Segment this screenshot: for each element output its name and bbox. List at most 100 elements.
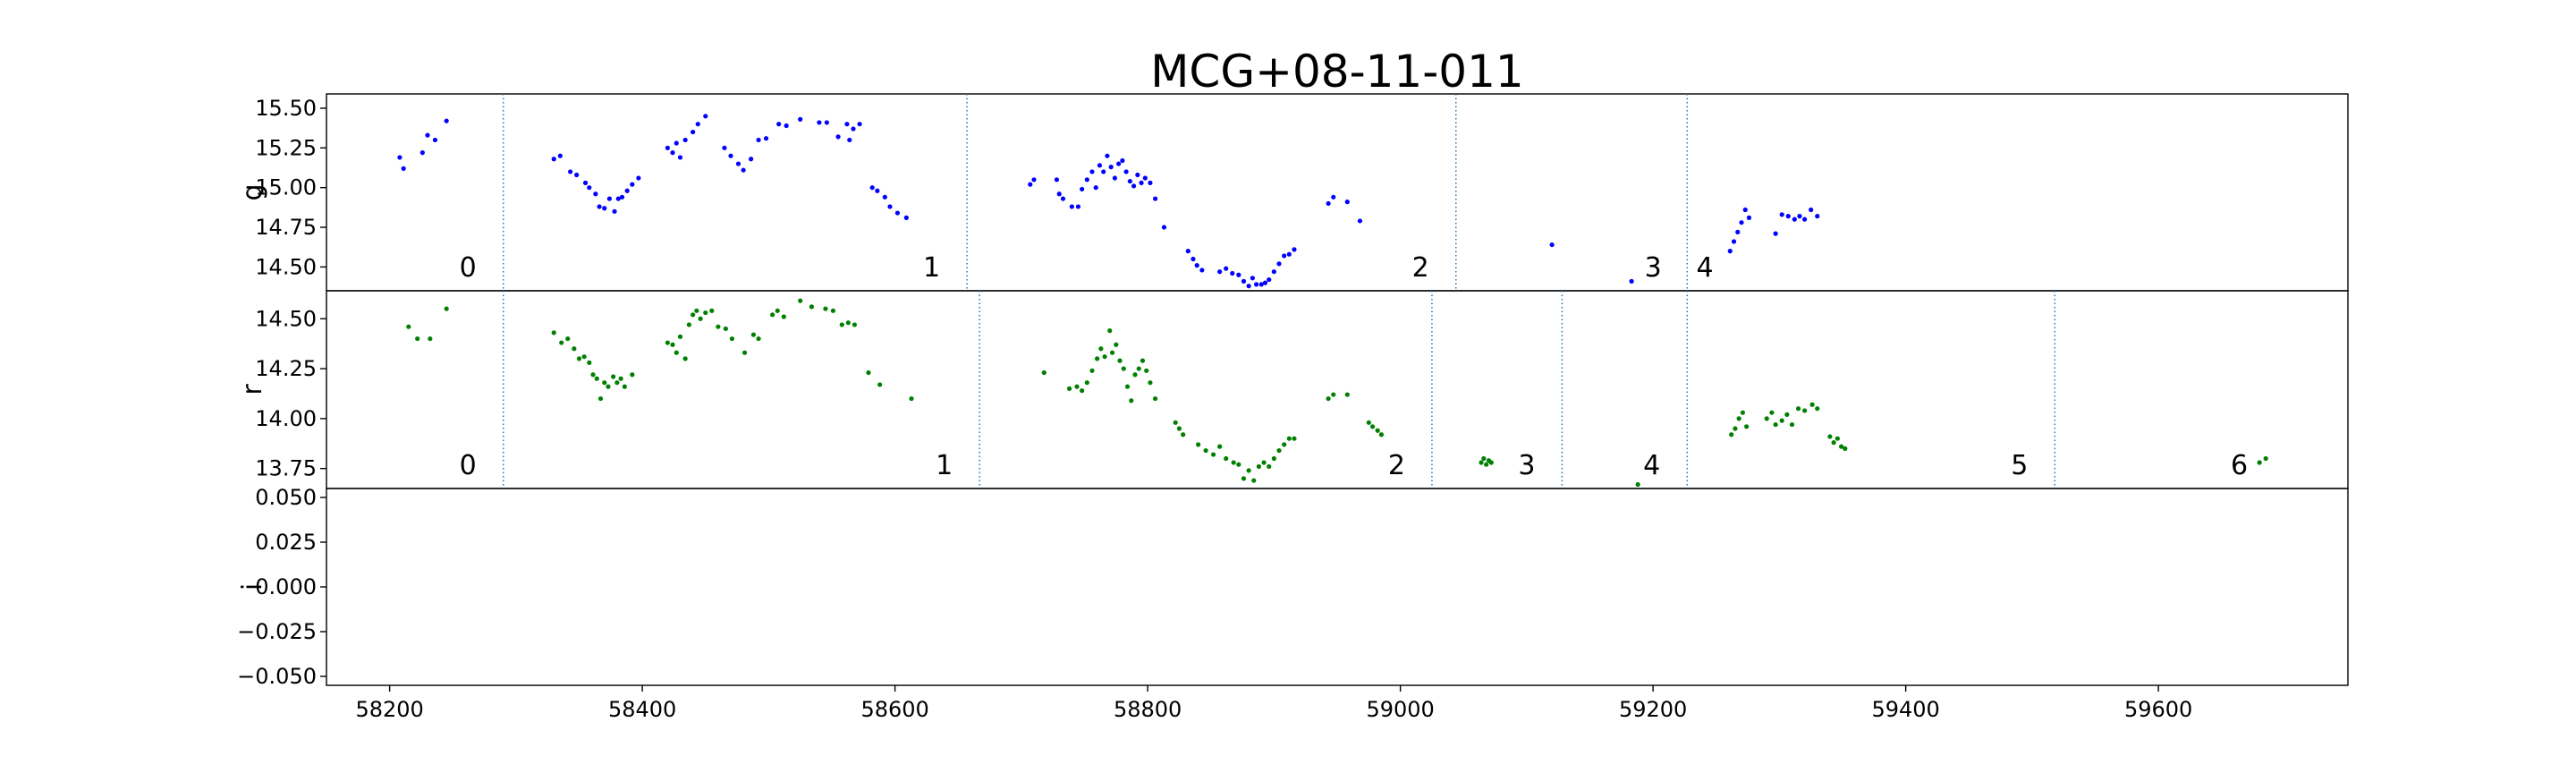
data-point-g — [1236, 272, 1241, 277]
segment-label: 5 — [2011, 450, 2028, 481]
data-point-r — [1217, 444, 1223, 449]
data-point-g — [1230, 270, 1235, 276]
data-point-g — [1069, 204, 1074, 209]
data-point-g — [682, 137, 688, 143]
data-point-r — [1144, 368, 1149, 373]
data-point-g — [1112, 175, 1117, 181]
segment-label: 0 — [460, 252, 477, 284]
data-point-g — [1802, 217, 1808, 222]
data-point-g — [1344, 200, 1350, 205]
y-tick-label: 14.50 — [255, 254, 317, 279]
data-point-g — [851, 126, 856, 132]
data-point-r — [750, 332, 757, 337]
data-point-g — [695, 122, 700, 127]
data-point-r — [1740, 410, 1746, 415]
data-point-r — [830, 308, 836, 313]
data-point-g — [1271, 269, 1276, 275]
data-point-r — [587, 360, 592, 365]
data-point-g — [1262, 280, 1268, 285]
data-point-g — [1785, 214, 1791, 219]
data-point-g — [432, 137, 438, 143]
data-point-r — [1484, 462, 1489, 467]
data-point-g — [1153, 196, 1158, 201]
data-point-r — [1276, 447, 1282, 454]
y-tick-label: −0.025 — [237, 619, 317, 644]
data-point-g — [574, 172, 580, 178]
data-point-r — [1095, 356, 1100, 361]
data-point-r — [723, 326, 728, 332]
data-point-g — [875, 188, 880, 193]
segment-label: 3 — [1518, 450, 1535, 481]
y-axis-label-i: i — [237, 583, 268, 590]
data-point-r — [581, 354, 587, 360]
segment-label: 1 — [923, 252, 940, 284]
data-point-r — [1488, 460, 1494, 465]
data-point-r — [565, 336, 571, 342]
data-point-r — [845, 320, 851, 326]
data-point-r — [1041, 370, 1046, 376]
data-point-r — [611, 374, 616, 379]
data-point-r — [1210, 452, 1216, 457]
segment-label: 1 — [936, 450, 953, 481]
data-point-r — [614, 380, 620, 386]
data-point-g — [835, 134, 841, 140]
data-point-r — [1261, 460, 1267, 465]
data-point-r — [729, 336, 735, 342]
data-point-g — [1246, 284, 1251, 289]
y-tick-label: 14.00 — [255, 406, 317, 431]
data-point-r — [590, 372, 596, 378]
data-point-g — [1185, 249, 1191, 254]
data-point-r — [444, 306, 449, 311]
y-tick-label: 0.050 — [255, 485, 317, 510]
x-tick-label: 58400 — [608, 697, 676, 722]
y-tick-label: 15.25 — [255, 135, 317, 160]
data-point-g — [670, 150, 675, 156]
data-point-g — [1742, 207, 1748, 213]
x-tick-label: 59400 — [1871, 697, 1939, 722]
data-point-g — [1116, 161, 1122, 166]
data-point-r — [1326, 395, 1331, 402]
data-point-r — [674, 350, 679, 355]
data-point-r — [1331, 392, 1336, 397]
data-point-r — [809, 304, 815, 310]
data-point-r — [572, 346, 577, 352]
data-point-g — [763, 136, 769, 141]
data-point-r — [1784, 412, 1790, 418]
data-point-r — [1089, 368, 1095, 373]
data-point-g — [1056, 191, 1062, 197]
data-point-g — [615, 196, 621, 201]
data-point-g — [1060, 196, 1066, 201]
data-point-g — [1779, 212, 1784, 217]
data-point-g — [1142, 175, 1148, 181]
data-point-g — [665, 145, 670, 150]
data-point-r — [1181, 432, 1186, 437]
data-point-r — [2263, 455, 2268, 462]
data-point-g — [444, 118, 449, 123]
data-point-g — [824, 120, 829, 125]
data-point-r — [1802, 408, 1808, 413]
segment-label: 2 — [1388, 450, 1405, 481]
data-point-r — [703, 310, 708, 316]
segment-label: 2 — [1412, 252, 1429, 284]
data-point-g — [1282, 253, 1287, 259]
data-point-g — [1131, 183, 1137, 189]
panels-group: 14.50 14.75 15.00 15.25 15.50 g 0 1 2 3 4 13.75 14.0… — [237, 93, 2349, 689]
data-point-r — [823, 306, 828, 311]
data-point-r — [1098, 346, 1104, 352]
data-point-g — [1199, 268, 1205, 273]
data-point-g — [1135, 172, 1140, 178]
data-point-g — [401, 166, 406, 171]
data-point-r — [1114, 342, 1119, 347]
data-point-g — [1809, 207, 1814, 213]
data-point-r — [770, 312, 775, 318]
data-point-r — [1378, 432, 1385, 437]
data-point-r — [781, 314, 786, 319]
data-point-r — [877, 382, 883, 387]
data-point-r — [682, 356, 688, 361]
data-point-r — [1764, 416, 1769, 421]
data-point-r — [698, 316, 703, 321]
data-point-g — [597, 204, 602, 209]
data-point-r — [1479, 460, 1484, 465]
x-tick-label: 59000 — [1366, 697, 1434, 722]
